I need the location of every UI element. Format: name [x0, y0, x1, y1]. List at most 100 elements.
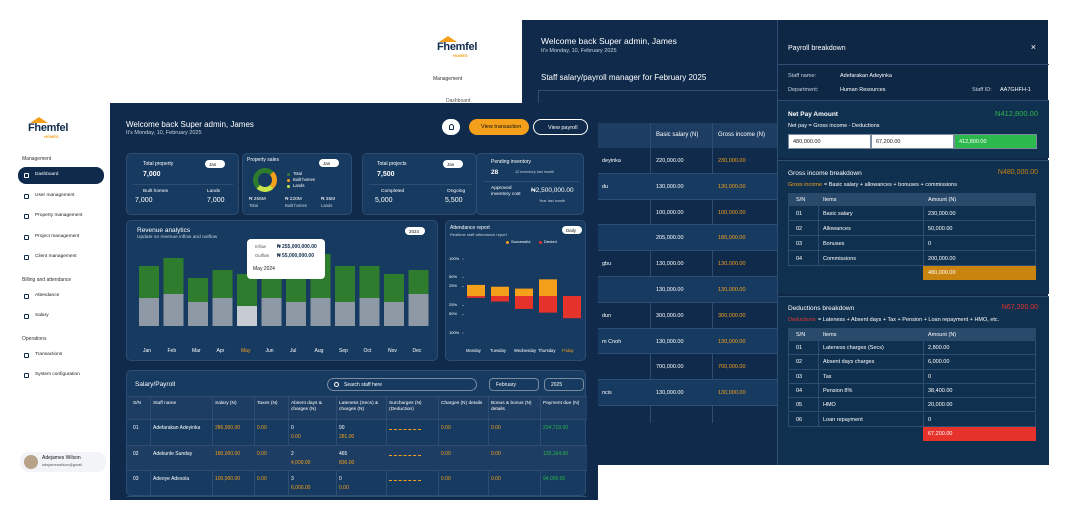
sidebar: Fhemfel HOMES Management Dashboard User mana… — [18, 110, 110, 500]
view-transaction-button[interactable]: View transaction — [469, 119, 529, 135]
column-header: Staff name — [153, 401, 177, 406]
table-cell: HMO — [823, 402, 836, 409]
sidebar-item[interactable]: Dashboard — [18, 167, 104, 184]
filter-dropdown[interactable]: Jan — [205, 160, 225, 168]
table-cell: 836.00 — [339, 459, 355, 466]
tooltip-value: ₦ 255,000,000.00 — [277, 243, 317, 250]
gross-income: 100,000.00 — [718, 209, 746, 216]
sidebar-icon — [24, 214, 29, 219]
x-tick-label: Sep — [339, 348, 348, 354]
formula: Net pay = Gross income - Deductions — [788, 123, 880, 129]
bar-segment — [384, 274, 404, 302]
stat-label: Lands — [321, 203, 333, 208]
filter-dropdown[interactable]: Jan — [319, 159, 339, 167]
sidebar-item[interactable]: Client management — [18, 249, 104, 266]
sidebar-heading: Management — [22, 156, 52, 162]
table-cell: 94,000.00 — [543, 476, 566, 482]
table-header — [788, 328, 1036, 341]
tooltip-label: Inflow — [255, 244, 266, 249]
x-tick-label: Apr — [216, 348, 225, 354]
table-cell: 02 — [796, 359, 803, 366]
basic-salary: 130,000.00 — [656, 390, 684, 397]
table-row — [127, 420, 587, 446]
label: AA7GHFH-1 — [1000, 87, 1031, 93]
legend-swatch — [287, 179, 290, 182]
table-cell: 0.00 — [441, 450, 451, 457]
cell-divider — [923, 383, 924, 399]
sidebar-item[interactable]: User management — [18, 188, 104, 205]
table-row — [538, 200, 777, 226]
sidebar-item[interactable]: Attendance — [18, 288, 104, 305]
stat-value: ₦ 220M — [285, 197, 302, 202]
search-box[interactable]: Search staff here — [327, 378, 477, 391]
sales-card: Property sales Jan Total Built homes Lands ₦ … — [242, 153, 352, 215]
cell-divider — [818, 221, 819, 236]
cell-divider — [818, 251, 819, 266]
filter-dropdown[interactable]: Jan — [443, 160, 463, 168]
amount-box: 480,000.00 — [788, 134, 871, 149]
month-select[interactable]: February — [489, 378, 539, 391]
label: 2024 — [409, 228, 420, 234]
x-tick-label: Jul — [290, 348, 297, 354]
sidebar-item[interactable]: Project management — [18, 229, 104, 246]
table-row — [538, 251, 777, 277]
cell-divider — [923, 355, 924, 370]
divider — [778, 64, 1049, 65]
projects-card: Total projects Jan 7,500 Completed 5,000 Ongo… — [362, 153, 477, 215]
table-cell: 100,000.00 — [215, 476, 241, 482]
table-row — [538, 303, 777, 329]
x-tick-label: Mar — [192, 348, 201, 354]
sidebar-item[interactable]: Salary — [18, 308, 104, 325]
label: Completed — [381, 189, 405, 194]
tooltip-value: ₦ 55,000,000.00 — [277, 252, 314, 259]
bar-segment — [408, 270, 429, 294]
table-cell: 281.00 — [339, 434, 355, 440]
label: 7,000 — [143, 171, 161, 178]
table-cell: 0.00 — [257, 476, 267, 482]
view-payroll-button[interactable]: View payroll — [533, 119, 588, 135]
date-text: It's Monday, 10, February 2025 — [541, 48, 617, 54]
bar-segment — [359, 266, 380, 298]
cell-divider — [923, 412, 924, 427]
notification-button[interactable] — [442, 119, 460, 135]
button-label: View transaction — [481, 124, 522, 130]
back-window: Welcome back Super admin, James It's Mond… — [522, 20, 1049, 465]
table-cell: 2,800.00 — [928, 345, 950, 352]
staff-name: m Cnoh — [602, 338, 622, 345]
total-value: 480,000.00 — [928, 270, 956, 276]
salary-card: Salary/Payroll Search staff here February 2… — [126, 370, 587, 497]
logo-tag: HOMES — [453, 53, 468, 58]
year-select[interactable]: 2025 — [544, 378, 584, 391]
cell-divider — [923, 221, 924, 236]
inventory-card: Pending inventory 28 12 inventory last mon… — [476, 153, 584, 215]
table-cell: 0.00 — [291, 434, 301, 440]
y-tick-label: 25% — [449, 283, 458, 289]
table-cell: 6,000.00 — [928, 359, 950, 366]
table-cell: 0.00 — [257, 425, 267, 431]
sidebar-item[interactable]: Transactions — [18, 347, 104, 364]
filter-dropdown[interactable]: Daily — [562, 226, 582, 234]
table-header — [788, 193, 1036, 206]
total-cell: 67,200.00 — [923, 426, 1036, 441]
chart-subtitle: Realtime staff attendance report — [450, 232, 507, 237]
table-cell: Basic salary — [823, 210, 853, 217]
close-button[interactable]: × — [1030, 42, 1036, 52]
table-row — [127, 471, 587, 497]
gross-income: 300,000.00 — [718, 312, 746, 319]
column-header: Lateness (Secs) & charges (N) — [339, 401, 379, 412]
net-pay: N412,800.00 — [995, 109, 1038, 118]
sidebar-heading: Management — [433, 76, 463, 82]
table-cell: 0.00 — [441, 425, 451, 431]
table-row — [538, 354, 777, 381]
sidebar-icon — [24, 314, 29, 319]
label: 7,000 — [135, 197, 153, 204]
gross-income: 230,000.00 — [718, 158, 746, 164]
filter-dropdown[interactable]: 2024 — [405, 227, 425, 235]
x-tick-label: Dec — [412, 348, 422, 354]
cell-divider — [818, 369, 819, 384]
table-cell: 05 — [796, 402, 803, 409]
sidebar-item[interactable]: Property management — [18, 208, 104, 225]
sidebar-item[interactable]: System configuration — [18, 367, 104, 384]
bar-segment — [310, 298, 331, 326]
